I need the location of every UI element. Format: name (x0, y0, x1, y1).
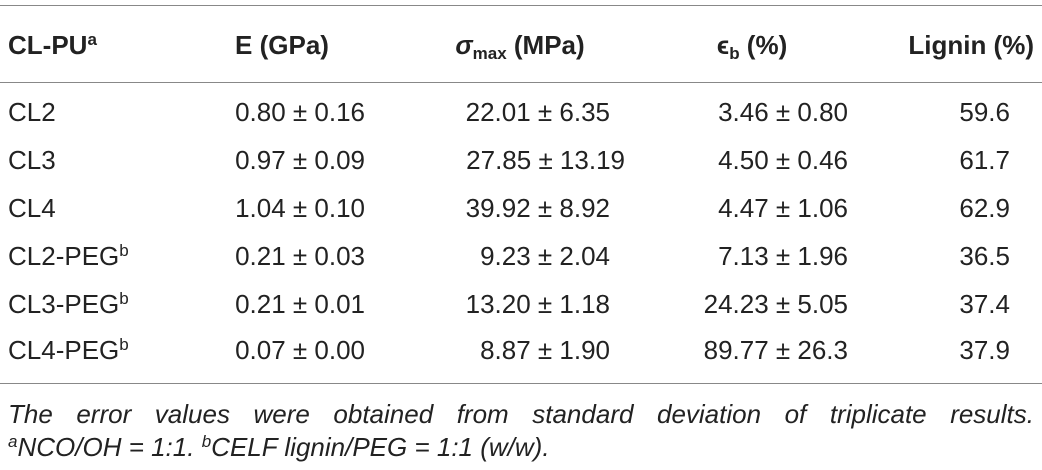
header-cell: CL-PUa (8, 30, 97, 60)
header-sub: max (472, 44, 507, 63)
header-sup: a (87, 30, 97, 49)
header-rest: (%) (739, 30, 788, 60)
data-cell: 1.04 ± 0.10 (235, 193, 365, 223)
row-label-text: CL4 (8, 193, 56, 223)
data-cell: 3.46 ± 0.80 (718, 97, 848, 127)
data-cell: 0.21 ± 0.03 (235, 241, 365, 271)
row-label: CL3-PEGb (8, 289, 129, 319)
row-label: CL4-PEGb (8, 335, 129, 365)
data-cell: 9.23 ± 2.04 (480, 241, 610, 271)
bottom-rule (0, 383, 1042, 384)
data-cell: 4.47 ± 1.06 (718, 193, 848, 223)
table-note: The error values were obtained from stan… (8, 399, 1034, 429)
data-cell: 8.87 ± 1.90 (480, 335, 610, 365)
data-cell: 36.5 (959, 241, 1010, 271)
footnote-text: CELF lignin/PEG = 1:1 (w/w). (211, 432, 550, 462)
data-cell: 37.4 (959, 289, 1010, 319)
data-cell: 89.77 ± 26.3 (703, 335, 848, 365)
footnote-mark: a (8, 432, 18, 451)
data-cell: 39.92 ± 8.92 (465, 193, 610, 223)
header-text: Lignin (%) (908, 30, 1034, 60)
header-cell: Lignin (%) (908, 30, 1034, 60)
row-label-text: CL3 (8, 145, 56, 175)
row-label-text: CL4-PEG (8, 335, 120, 365)
header-cell: σmax (MPa) (455, 30, 585, 63)
top-rule (0, 5, 1042, 6)
data-cell: 59.6 (959, 97, 1010, 127)
header-text: E (GPa) (235, 30, 329, 60)
row-label-sup: b (119, 289, 129, 308)
row-label: CL2 (8, 97, 56, 127)
data-cell: 27.85 ± 13.19 (466, 145, 625, 175)
header-rule (0, 82, 1042, 83)
row-label-text: CL3-PEG (8, 289, 120, 319)
header-text: CL-PU (8, 30, 88, 60)
data-cell: 37.9 (959, 335, 1010, 365)
header-sub: b (729, 44, 740, 63)
row-label: CL3 (8, 145, 56, 175)
data-cell: 0.97 ± 0.09 (235, 145, 365, 175)
data-cell: 0.80 ± 0.16 (235, 97, 365, 127)
row-label: CL4 (8, 193, 56, 223)
footnote-text: NCO/OH = 1:1. (17, 432, 195, 462)
data-cell: 61.7 (959, 145, 1010, 175)
data-cell: 0.07 ± 0.00 (235, 335, 365, 365)
data-cell: 22.01 ± 6.35 (465, 97, 610, 127)
header-text: ϵ (716, 30, 730, 60)
header-rest: (MPa) (506, 30, 585, 60)
row-label-sup: b (119, 335, 129, 354)
row-label-sup: b (119, 241, 129, 260)
header-cell: E (GPa) (235, 30, 329, 60)
row-label-text: CL2-PEG (8, 241, 120, 271)
data-cell: 7.13 ± 1.96 (718, 241, 848, 271)
data-cell: 0.21 ± 0.01 (235, 289, 365, 319)
row-label: CL2-PEGb (8, 241, 129, 271)
footnote-mark: b (201, 432, 212, 451)
data-cell: 13.20 ± 1.18 (465, 289, 610, 319)
row-label-text: CL2 (8, 97, 56, 127)
data-cell: 4.50 ± 0.46 (718, 145, 848, 175)
header-cell: ϵb (%) (716, 30, 788, 63)
footnotes: aNCO/OH = 1:1. bCELF lignin/PEG = 1:1 (w… (8, 431, 550, 464)
data-cell: 24.23 ± 5.05 (703, 289, 848, 319)
header-text: σ (455, 30, 473, 60)
data-cell: 62.9 (959, 193, 1010, 223)
